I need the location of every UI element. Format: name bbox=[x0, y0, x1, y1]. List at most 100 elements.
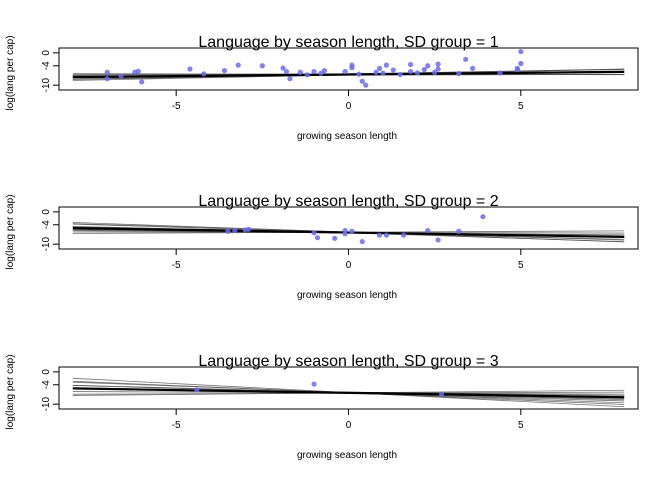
chart-title: Language by season length, SD group = 2 bbox=[198, 193, 498, 210]
y-tick-label: 0 bbox=[41, 209, 52, 215]
data-point bbox=[518, 60, 524, 67]
x-tick-label: 0 bbox=[346, 420, 352, 431]
data-point bbox=[456, 228, 462, 234]
data-point bbox=[376, 65, 383, 71]
x-tick-label: 5 bbox=[518, 420, 524, 431]
data-point bbox=[363, 82, 369, 88]
data-point bbox=[359, 78, 365, 84]
data-point bbox=[435, 237, 441, 243]
data-point bbox=[118, 73, 124, 79]
data-point bbox=[480, 214, 486, 220]
data-point bbox=[514, 65, 520, 71]
y-tick-label: -10 bbox=[41, 236, 52, 251]
fit-mean-line bbox=[72, 387, 625, 399]
data-point bbox=[435, 66, 441, 72]
x-tick-label: 5 bbox=[518, 101, 524, 112]
data-point bbox=[359, 238, 365, 245]
data-point bbox=[356, 71, 362, 77]
chart-panel-3: -5 0 5 0 -4 -10 Language by season length, SD … bbox=[5, 353, 639, 461]
y-axis-label: log(lang per cap) bbox=[5, 35, 16, 110]
data-point bbox=[283, 68, 290, 75]
data-point bbox=[332, 235, 338, 241]
x-tick-label: 5 bbox=[518, 260, 524, 271]
data-point bbox=[245, 226, 252, 232]
data-point bbox=[187, 66, 193, 72]
data-point bbox=[390, 67, 396, 73]
data-point bbox=[421, 67, 427, 73]
y-tick-label: 0 bbox=[41, 50, 52, 56]
data-point bbox=[414, 70, 421, 76]
data-point bbox=[201, 71, 207, 77]
fit-lines bbox=[72, 221, 625, 243]
chart-title: Language by season length, SD group = 1 bbox=[198, 34, 498, 51]
data-point bbox=[311, 68, 317, 75]
data-point bbox=[225, 228, 231, 234]
data-point bbox=[221, 68, 228, 74]
y-axis-label: log(lang per cap) bbox=[5, 354, 16, 429]
data-point bbox=[397, 71, 403, 78]
data-point bbox=[425, 63, 431, 69]
data-point bbox=[469, 65, 476, 71]
x-tick-label: 0 bbox=[346, 101, 352, 112]
data-point bbox=[287, 76, 293, 82]
data-point bbox=[463, 56, 469, 62]
data-point bbox=[235, 62, 241, 68]
x-tick-label: 0 bbox=[346, 260, 352, 271]
chart-panel-1: -5 0 5 0 -4 -10 Language by season length, SD … bbox=[5, 34, 639, 142]
y-tick-label: -4 bbox=[41, 61, 52, 70]
data-point bbox=[349, 65, 355, 71]
fit-mean-line bbox=[72, 70, 625, 79]
data-point bbox=[259, 63, 265, 69]
data-point bbox=[314, 235, 321, 241]
x-axis-label: growing season length bbox=[297, 290, 397, 301]
data-point bbox=[376, 232, 383, 238]
fit-mean-line bbox=[72, 227, 625, 239]
plot-frame bbox=[58, 47, 639, 91]
data-point bbox=[297, 69, 303, 75]
y-tick-label: -4 bbox=[41, 380, 52, 389]
fit-lines bbox=[72, 68, 625, 81]
data-point bbox=[311, 230, 317, 236]
data-point bbox=[438, 391, 445, 398]
data-point bbox=[432, 69, 438, 75]
data-point bbox=[456, 70, 462, 77]
data-point bbox=[232, 227, 238, 234]
data-point bbox=[383, 232, 390, 238]
data-point bbox=[311, 381, 317, 387]
fit-lines bbox=[72, 377, 625, 408]
data-point bbox=[425, 227, 431, 234]
y-tick-label: -10 bbox=[41, 77, 52, 92]
data-point bbox=[280, 65, 286, 71]
y-tick-label: -10 bbox=[41, 396, 52, 411]
data-point bbox=[194, 387, 200, 393]
x-tick-label: -5 bbox=[172, 420, 181, 431]
data-point bbox=[104, 69, 110, 75]
data-point bbox=[342, 68, 348, 75]
y-tick-label: 0 bbox=[41, 369, 52, 375]
y-tick-label: -4 bbox=[41, 220, 52, 229]
data-point bbox=[342, 227, 348, 234]
data-point bbox=[373, 69, 379, 75]
data-point bbox=[380, 70, 386, 76]
chart-panel-2: -5 0 5 0 -4 -10 Language by season length, SD … bbox=[5, 193, 639, 301]
data-point bbox=[401, 232, 407, 238]
data-point bbox=[304, 72, 310, 78]
data-point bbox=[407, 61, 414, 68]
data-point bbox=[497, 70, 503, 76]
data-point bbox=[407, 68, 414, 75]
chart-title: Language by season length, SD group = 3 bbox=[198, 353, 498, 370]
x-tick-label: -5 bbox=[172, 260, 181, 271]
data-point bbox=[349, 228, 355, 234]
data-point bbox=[435, 61, 441, 67]
y-axis-label: log(lang per cap) bbox=[5, 194, 16, 269]
data-point bbox=[383, 62, 390, 68]
x-tick-label: -5 bbox=[172, 101, 181, 112]
data-point bbox=[139, 79, 145, 85]
data-point bbox=[135, 68, 141, 74]
data-point bbox=[104, 76, 110, 82]
x-axis-label: growing season length bbox=[297, 131, 397, 142]
data-point bbox=[518, 48, 524, 55]
data-point bbox=[321, 68, 327, 74]
x-axis-label: growing season length bbox=[297, 450, 397, 461]
